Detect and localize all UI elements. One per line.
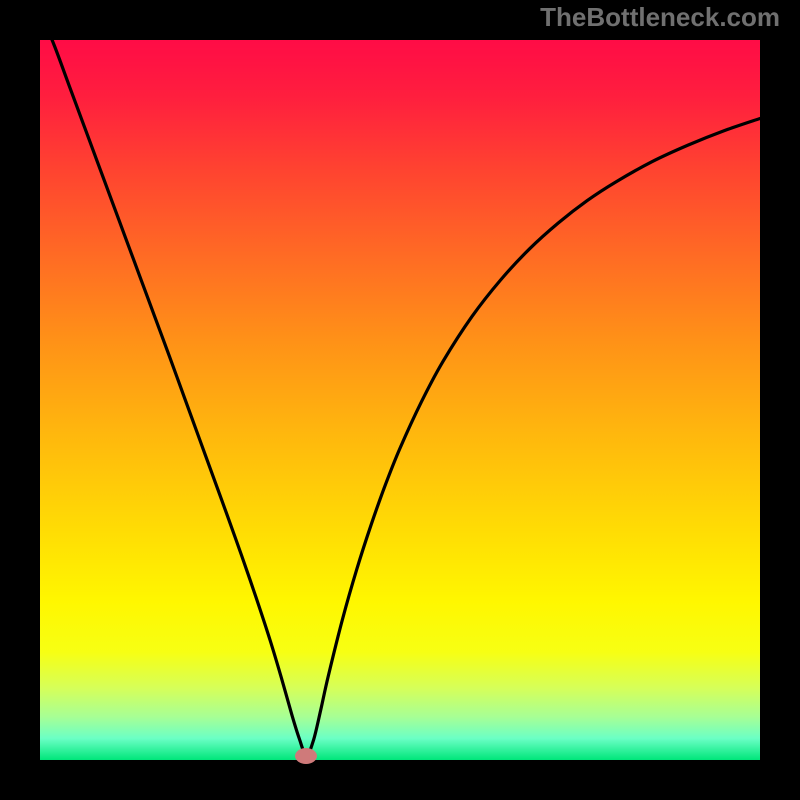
chart-frame <box>0 0 800 800</box>
plot-outer <box>0 0 800 800</box>
optimal-point-marker <box>295 748 317 764</box>
watermark-label: TheBottleneck.com <box>540 2 780 33</box>
chart-curve-svg <box>0 0 800 800</box>
